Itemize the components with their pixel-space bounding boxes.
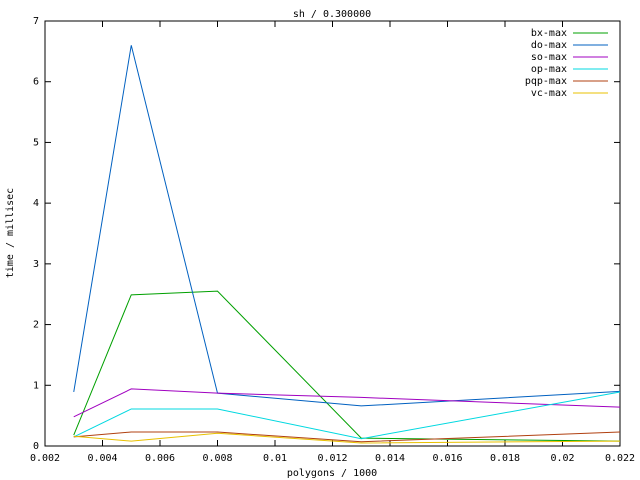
y-tick-label: 5 xyxy=(33,137,39,148)
y-tick-label: 4 xyxy=(33,198,39,209)
legend-label: bx-max xyxy=(531,28,567,39)
legend-label: op-max xyxy=(531,64,567,75)
x-tick-label: 0.022 xyxy=(605,453,635,464)
series-line xyxy=(73,45,621,407)
x-tick-label: 0.016 xyxy=(432,453,462,464)
x-tick-label: 0.012 xyxy=(317,453,347,464)
series-line xyxy=(73,290,621,442)
y-tick-label: 0 xyxy=(33,441,39,452)
y-tick-label: 2 xyxy=(33,320,39,331)
chart-title: sh / 0.300000 xyxy=(293,9,371,20)
series-line xyxy=(73,388,621,418)
x-axis-label: polygons / 1000 xyxy=(287,468,377,479)
legend-label: vc-max xyxy=(531,88,567,99)
series-line xyxy=(73,432,621,444)
y-axis-label: time / millisec xyxy=(5,188,16,278)
legend-label: so-max xyxy=(531,52,567,63)
y-tick-label: 1 xyxy=(33,380,39,391)
x-tick-label: 0.018 xyxy=(490,453,520,464)
y-tick-label: 6 xyxy=(33,77,39,88)
y-tick-label: 7 xyxy=(33,16,39,27)
legend-label: do-max xyxy=(531,40,567,51)
x-tick-label: 0.004 xyxy=(87,453,117,464)
x-tick-label: 0.006 xyxy=(145,453,175,464)
x-tick-label: 0.014 xyxy=(375,453,405,464)
x-tick-label: 0.002 xyxy=(30,453,60,464)
y-tick-label: 3 xyxy=(33,259,39,270)
x-tick-label: 0.008 xyxy=(202,453,232,464)
series-line xyxy=(73,391,621,440)
series-line xyxy=(73,431,621,443)
x-tick-label: 0.01 xyxy=(263,453,287,464)
legend-label: pqp-max xyxy=(525,76,567,87)
x-tick-label: 0.02 xyxy=(550,453,574,464)
